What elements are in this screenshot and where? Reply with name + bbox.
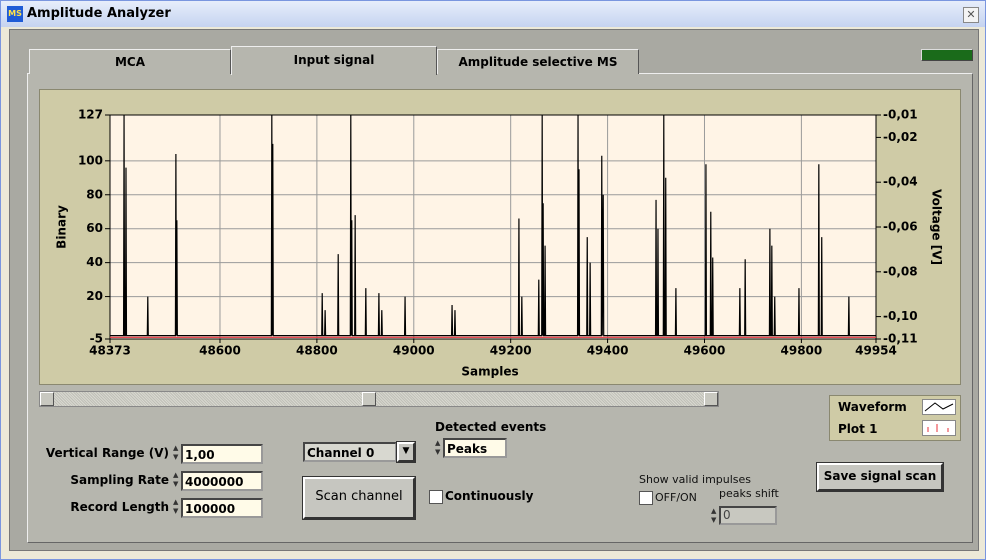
chart: Samples Binary Voltage [V] 48373 48600 488… (55, 108, 944, 379)
spinner[interactable]: ▲ ▼ (173, 471, 179, 488)
spinner[interactable]: ▲ ▼ (173, 498, 179, 515)
dropdown-button[interactable]: ▼ (396, 441, 416, 463)
x-tick-label: 49200 (490, 344, 532, 358)
y2-tick-label: -0,11 (883, 332, 918, 346)
save-button[interactable]: Save signal scan (816, 462, 944, 492)
scroll-right[interactable] (704, 392, 718, 406)
y2-tick-label: -0,08 (883, 264, 918, 278)
y-tick-label: -5 (90, 332, 103, 346)
y2-tick-label: -0,04 (883, 175, 918, 189)
y-tick-label: 40 (86, 255, 103, 269)
numeric-input[interactable]: 1,00 (181, 444, 263, 464)
y2-axis-label: Voltage [V] (930, 189, 944, 265)
legend-label: Plot 1 (838, 422, 878, 436)
checkbox-label: OFF/ON (655, 491, 697, 504)
x-tick-label: 49954 (855, 344, 897, 358)
y2-tick-label: -0,01 (883, 108, 918, 122)
control-label: peaks shift (719, 487, 779, 500)
numeric-input[interactable]: 100000 (181, 498, 263, 518)
x-tick-label: 49000 (393, 344, 435, 358)
legend-icon (922, 399, 956, 415)
channel-select[interactable]: Channel 0 (303, 442, 397, 462)
tab[interactable]: Amplitude selective MS (437, 49, 639, 74)
checkbox[interactable] (429, 490, 443, 504)
legend: Waveform Plot 1 (829, 395, 961, 441)
ring-input[interactable]: Peaks (443, 438, 507, 458)
data-line (110, 114, 876, 337)
close-button[interactable]: ✕ (963, 7, 979, 23)
control-label: Detected events (435, 420, 547, 434)
x-tick-label: 48800 (296, 344, 338, 358)
y-tick-label: 100 (78, 153, 103, 167)
legend-icon (922, 420, 956, 436)
x-tick-label: 49600 (684, 344, 726, 358)
status-led (921, 49, 973, 61)
scan-button[interactable]: Scan channel (302, 476, 416, 520)
numeric-input[interactable]: 4000000 (181, 471, 263, 491)
scrollbar[interactable] (39, 391, 719, 407)
chart-panel: Samples Binary Voltage [V] 48373 48600 488… (39, 89, 961, 385)
y-tick-label: 20 (86, 289, 103, 303)
checkbox-label: Continuously (445, 489, 534, 503)
y2-tick-label: -0,06 (883, 220, 918, 234)
spinner[interactable]: ▲ ▼ (173, 444, 179, 461)
y2-tick-label: -0,10 (883, 309, 918, 323)
spinner[interactable]: ▲ ▼ (711, 507, 717, 524)
tab[interactable]: MCA (29, 49, 231, 74)
x-tick-label: 48600 (199, 344, 241, 358)
scroll-thumb[interactable] (362, 392, 376, 406)
control-label: Show valid impulses (639, 473, 752, 486)
legend-label: Waveform (838, 400, 907, 414)
app-icon: MS (7, 6, 23, 22)
x-tick-label: 49400 (587, 344, 629, 358)
y-tick-label: 127 (78, 108, 103, 122)
x-tick-label: 49800 (781, 344, 823, 358)
scroll-left[interactable] (40, 392, 54, 406)
control-label: Vertical Range (V) (45, 446, 169, 460)
checkbox[interactable] (639, 491, 653, 505)
tab-selected[interactable]: Input signal (231, 46, 437, 75)
y2-tick-label: -0,02 (883, 130, 918, 144)
plot-area (110, 115, 876, 339)
numeric-input[interactable]: 0 (719, 506, 777, 525)
x-axis-label: Samples (461, 365, 518, 379)
y-tick-label: 80 (86, 187, 103, 201)
x-tick-label: 48373 (89, 344, 131, 358)
y-axis-label: Binary (55, 205, 69, 249)
control-label: Sampling Rate (70, 473, 169, 487)
window-title: Amplitude Analyzer (27, 6, 171, 21)
spinner[interactable]: ▲ ▼ (435, 439, 441, 456)
title-bar: MS Amplitude Analyzer ✕ (1, 1, 985, 27)
y-tick-label: 60 (86, 221, 103, 235)
plot-frame (109, 114, 877, 340)
control-label: Record Length (70, 500, 169, 514)
